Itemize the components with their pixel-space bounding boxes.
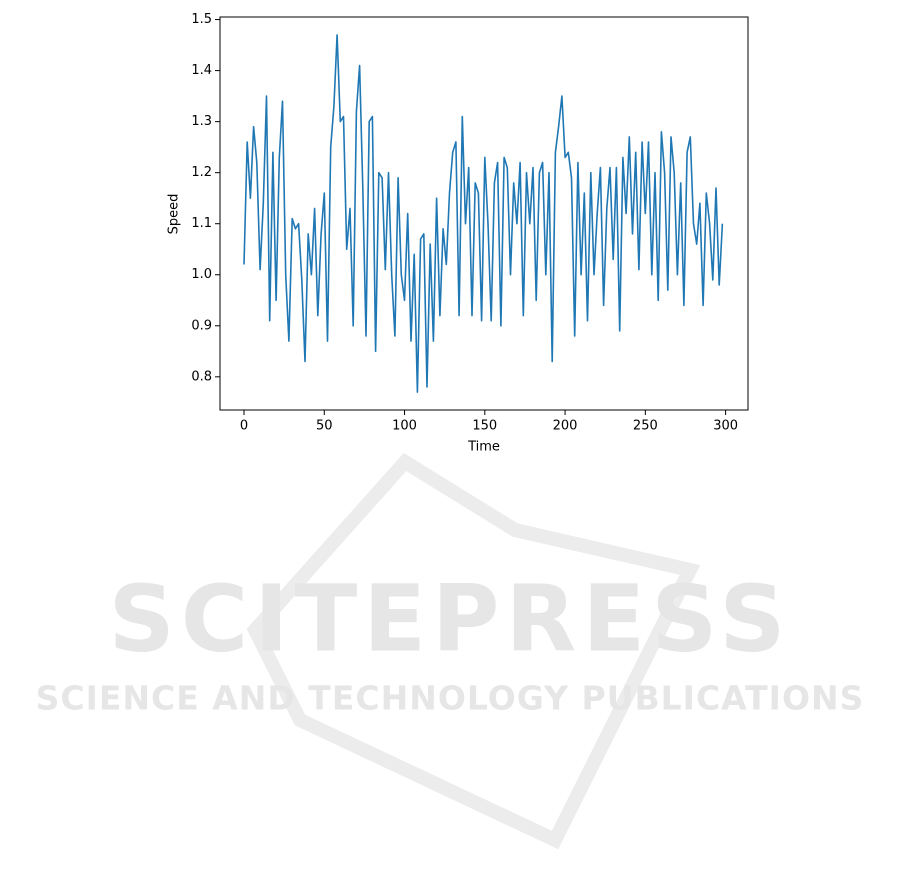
x-tick-label: 0 [240, 419, 248, 434]
y-tick-label: 1.1 [191, 216, 212, 231]
watermark: SCITEPRESS SCIENCE AND TECHNOLOGY PUBLIC… [36, 452, 865, 850]
plot-frame [219, 16, 749, 411]
y-tick-label: 0.9 [191, 318, 212, 333]
y-axis-label: Speed [167, 194, 182, 235]
x-tick-label: 100 [392, 419, 417, 434]
y-tick-label: 1.4 [191, 63, 212, 78]
y-tick-label: 1.3 [191, 114, 212, 129]
x-tick-label: 150 [472, 419, 497, 434]
x-tick-label: 50 [316, 419, 333, 434]
watermark-subtitle: SCIENCE AND TECHNOLOGY PUBLICATIONS [36, 679, 865, 718]
x-tick-label: 300 [713, 419, 738, 434]
x-tick-label: 250 [633, 419, 658, 434]
y-tick-label: 0.8 [191, 369, 212, 384]
x-axis-label: Time [467, 440, 500, 455]
x-tick-label: 200 [553, 419, 578, 434]
y-tick-label: 1.5 [191, 12, 212, 27]
watermark-logo [246, 452, 701, 850]
line-series [243, 34, 724, 393]
watermark-title: SCITEPRESS [108, 565, 791, 672]
y-tick-label: 1.2 [191, 165, 212, 180]
y-tick-label: 1.0 [191, 267, 212, 282]
